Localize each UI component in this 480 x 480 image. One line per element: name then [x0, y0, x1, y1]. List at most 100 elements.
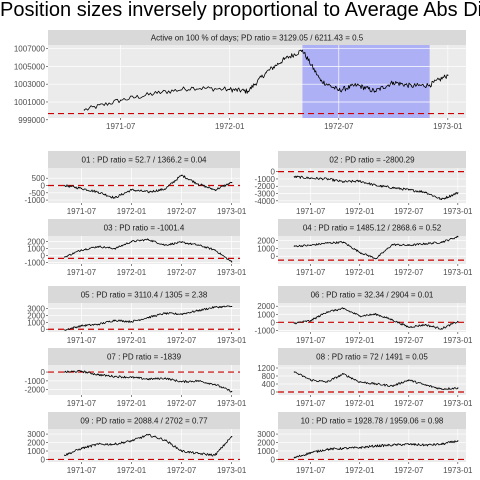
strip-background [48, 412, 240, 429]
data-point [342, 373, 344, 375]
y-tick-label: 1200 [257, 364, 275, 373]
x-tick-label: 1971-07 [296, 466, 326, 475]
y-tick-label: 2000 [27, 238, 45, 247]
data-point [164, 439, 166, 441]
data-point [164, 377, 166, 379]
y-tick-label: 1007000 [14, 45, 46, 54]
data-point [342, 241, 344, 243]
data-point [447, 74, 449, 76]
facet-panel-10: 10 : PD ratio = 1928.78 / 1959.06 = 0.98… [257, 412, 473, 475]
strip-background [278, 412, 466, 429]
data-point [97, 245, 99, 248]
x-tick-label: 1972-01 [345, 268, 375, 277]
x-tick-label: 1973-01 [217, 466, 247, 475]
facet-panel-0: Active on 100 % of days; PD ratio = 3129… [14, 30, 466, 131]
data-point [375, 313, 377, 315]
strip-label: 09 : PD ratio = 2088.4 / 2702 = 0.77 [80, 417, 208, 426]
strip-background [278, 219, 466, 236]
strip-label: 06 : PD ratio = 32.34 / 2904 = 0.01 [311, 291, 434, 300]
data-point [80, 370, 82, 372]
x-tick-label: 1973-01 [217, 268, 247, 277]
y-tick-label: 0 [41, 368, 46, 377]
data-point [424, 444, 426, 446]
y-tick-label: 2000 [27, 439, 45, 448]
x-tick-label: 1972-07 [394, 399, 424, 408]
data-point [214, 306, 216, 308]
y-tick-label: 3000 [257, 430, 275, 439]
facet-panel-8: 08 : PD ratio = 72 / 1491 = 0.0504008001… [257, 348, 473, 408]
x-tick-label: 1971-07 [67, 207, 97, 216]
data-point [231, 390, 233, 393]
data-point [338, 89, 340, 92]
y-tick-label: 1000 [27, 245, 45, 254]
data-point [283, 58, 285, 60]
y-tick-label: 0 [271, 388, 276, 397]
data-point [130, 321, 133, 323]
x-tick-label: 1972-07 [394, 268, 424, 277]
data-point [164, 188, 166, 190]
x-tick-label: 1972-07 [167, 399, 197, 408]
data-point [64, 184, 66, 187]
data-point [147, 316, 149, 319]
data-point [214, 383, 216, 386]
y-tick-label: 1003000 [14, 80, 46, 89]
data-point [293, 322, 295, 324]
x-tick-label: 1972-07 [167, 207, 197, 216]
y-tick-label: 3000 [27, 305, 45, 314]
x-tick-label: 1973-01 [217, 399, 247, 408]
data-point [229, 88, 231, 91]
data-point [392, 81, 394, 83]
data-point [359, 180, 361, 182]
x-tick-label: 1972-01 [345, 207, 375, 216]
strip-background [278, 286, 466, 303]
x-tick-label: 1971-07 [67, 268, 97, 277]
y-tick-label: 999000 [18, 116, 45, 125]
data-point [114, 248, 116, 250]
x-tick-label: 1973-01 [443, 207, 473, 216]
data-point [342, 181, 344, 183]
data-point [440, 198, 443, 200]
y-tick-label: -4000 [255, 197, 276, 206]
data-point [440, 241, 443, 243]
data-point [440, 443, 443, 445]
data-point [326, 448, 328, 450]
y-tick-label: 1000 [257, 447, 275, 456]
x-tick-label: 1972-01 [345, 399, 375, 408]
data-point [147, 378, 149, 380]
data-point [120, 99, 122, 101]
data-point [197, 183, 199, 185]
data-point [214, 249, 216, 251]
data-point [429, 84, 431, 86]
data-point [310, 379, 312, 381]
data-point [310, 244, 312, 246]
x-tick-label: 1972-01 [117, 399, 147, 408]
x-tick-label: 1971-07 [67, 399, 97, 408]
data-point [457, 320, 459, 323]
data-point [375, 184, 377, 187]
data-point [83, 109, 85, 111]
strip-background [48, 286, 240, 303]
y-tick-label: 2000 [27, 311, 45, 320]
data-point [359, 447, 361, 449]
x-tick-label: 1972-07 [394, 336, 424, 345]
data-point [424, 243, 426, 245]
y-tick-label: 0 [41, 455, 46, 464]
facet-panel-5: 05 : PD ratio = 3110.4 / 1305 = 2.38 0100… [27, 286, 247, 345]
data-point [440, 328, 443, 330]
x-tick-label: 1973-01 [217, 207, 247, 216]
y-tick-label: -1000 [25, 259, 46, 268]
strip-label: 02 : PD ratio = -2800.29 [329, 156, 415, 165]
x-tick-label: 1973-01 [443, 336, 473, 345]
data-point [293, 176, 295, 178]
x-tick-label: 1971-07 [106, 122, 136, 131]
data-point [342, 447, 344, 450]
x-tick-label: 1971-07 [296, 399, 326, 408]
strip-background [48, 348, 240, 365]
x-tick-label: 1973-01 [443, 466, 473, 475]
data-point [97, 191, 99, 193]
data-point [424, 191, 426, 193]
data-point [247, 90, 249, 92]
strip-background [48, 151, 240, 168]
data-point [64, 454, 66, 456]
